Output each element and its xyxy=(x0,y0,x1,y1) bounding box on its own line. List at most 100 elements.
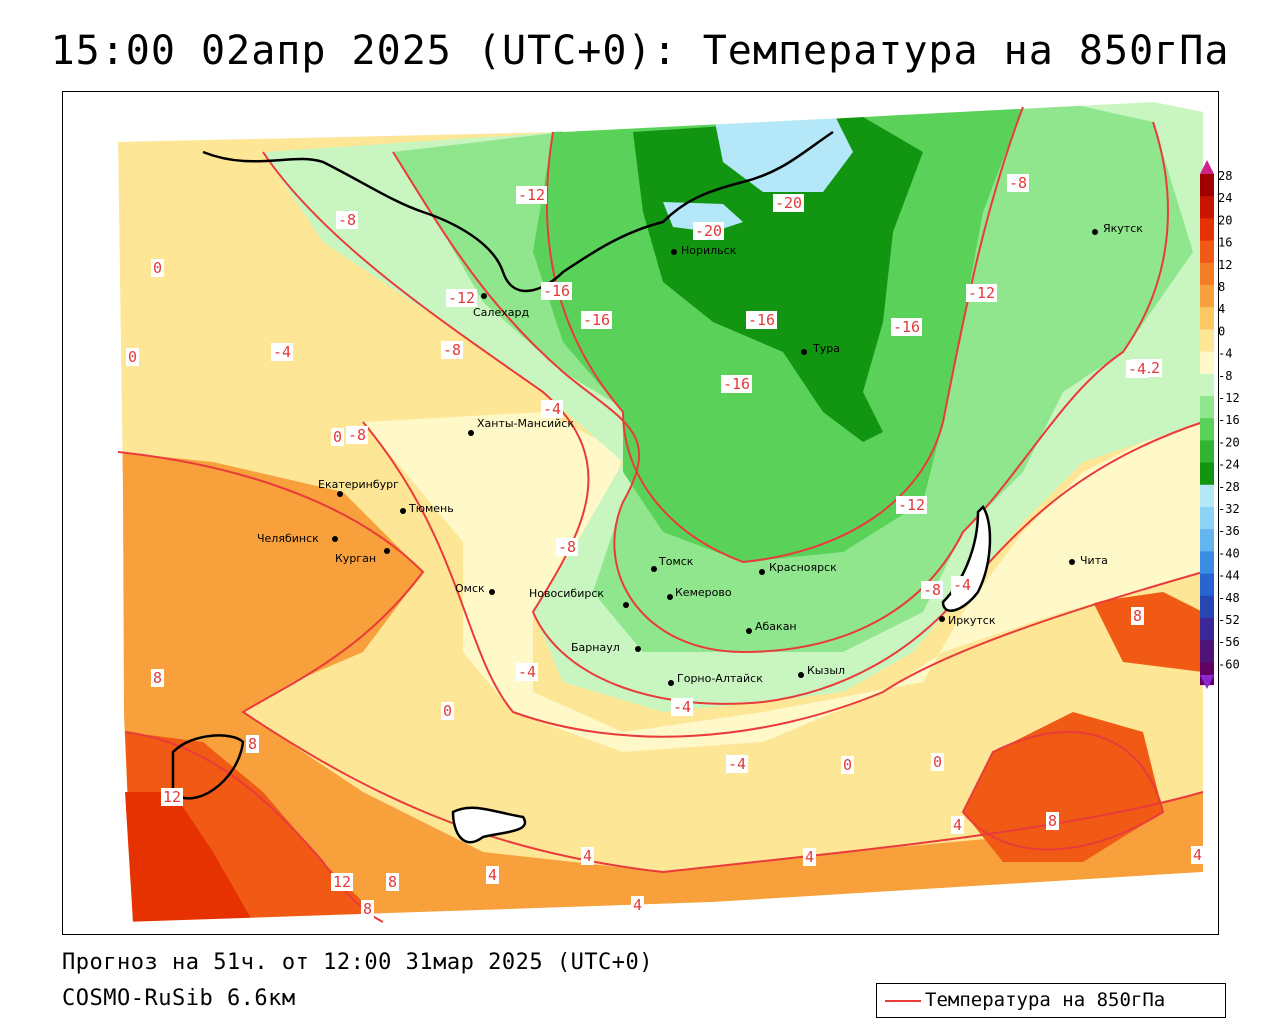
city-khanty[interactable]: Ханты-Мансийск xyxy=(468,417,574,436)
scale-label: 8 xyxy=(1218,280,1225,294)
city-kurgan[interactable]: Курган xyxy=(335,548,390,565)
scale-swatch xyxy=(1200,307,1214,330)
svg-text:-4: -4 xyxy=(518,663,536,681)
zone-plus8-se xyxy=(963,712,1163,862)
city-tura[interactable]: Тура xyxy=(801,342,840,355)
svg-text:-4: -4 xyxy=(273,343,291,361)
svg-text:-4: -4 xyxy=(1128,360,1146,378)
city-krasnoyarsk[interactable]: Красноярск xyxy=(759,561,837,575)
svg-text:Томск: Томск xyxy=(658,555,694,568)
svg-text:-4: -4 xyxy=(953,576,971,594)
svg-text:Кызыл: Кызыл xyxy=(807,664,845,677)
svg-text:8: 8 xyxy=(1133,607,1142,625)
scale-swatch xyxy=(1200,262,1214,286)
svg-text:-8: -8 xyxy=(348,426,366,444)
scale-swatch xyxy=(1200,573,1214,597)
city-kyzyl[interactable]: Кызыл xyxy=(798,664,845,678)
isotherm-label: -8 xyxy=(556,538,578,556)
temperature-map[interactable]: Якутск Норильск Салехард Тура Ханты-Манс… xyxy=(62,91,1219,935)
scale-label: 20 xyxy=(1218,213,1232,227)
isotherm-label: -8 xyxy=(441,341,463,359)
isotherm-label: 4 xyxy=(486,866,499,884)
city-tomsk[interactable]: Томск xyxy=(651,555,694,572)
svg-text:4: 4 xyxy=(633,896,642,914)
svg-text:4: 4 xyxy=(583,847,592,865)
isotherm-label: -12 xyxy=(896,496,927,514)
isotherm-label: 4 xyxy=(1191,846,1204,864)
svg-text:Красноярск: Красноярск xyxy=(769,561,837,574)
outside-domain-left xyxy=(63,92,463,934)
isotherm-label: -20 xyxy=(773,194,804,212)
city-barnaul[interactable]: Барнаул xyxy=(571,641,641,654)
isotherm-label: 0 xyxy=(931,753,944,771)
isotherm-label: 8 xyxy=(386,873,399,891)
svg-text:Абакан: Абакан xyxy=(755,620,797,633)
city-norilsk[interactable]: Норильск xyxy=(671,244,737,257)
svg-text:-20: -20 xyxy=(775,194,802,212)
legend-label: Температура на 850гПа xyxy=(925,989,1166,1011)
scale-label: -40 xyxy=(1218,546,1240,560)
svg-text:0: 0 xyxy=(153,259,162,277)
scale-top-arrow xyxy=(1200,160,1214,174)
isotherm-label: 4 xyxy=(581,847,594,865)
city-gorno[interactable]: Горно-Алтайск xyxy=(668,672,763,686)
isotherm-label: -16 xyxy=(721,375,752,393)
scale-swatch xyxy=(1200,285,1214,308)
svg-text:8: 8 xyxy=(248,735,257,753)
isotherm-label: -12 xyxy=(516,186,547,204)
city-novosibirsk[interactable]: Новосибирск xyxy=(529,587,629,608)
city-irkutsk[interactable]: Иркутск xyxy=(939,614,996,627)
isotherm-label: -16 xyxy=(746,311,777,329)
isotherm-label: 0 xyxy=(441,702,454,720)
city-chita[interactable]: Чита xyxy=(1069,554,1108,567)
city-salekhard[interactable]: Салехард xyxy=(473,293,529,319)
isotherm-label: -12 xyxy=(446,289,477,307)
isotherm-label: -4 xyxy=(516,663,538,681)
svg-text:4: 4 xyxy=(488,866,497,884)
scale-label: -8 xyxy=(1218,369,1232,383)
color-scale: 28 24 20 16 12 8 4 0 -4 -8 -12 -16 -20 -24 -28 -32 -36 -4… xyxy=(1200,160,1240,689)
city-kemerovo[interactable]: Кемерово xyxy=(667,586,732,600)
scale-label: -52 xyxy=(1218,613,1240,627)
arctic-coastline xyxy=(202,130,834,292)
svg-text:0: 0 xyxy=(128,348,137,366)
scale-label: -24 xyxy=(1218,458,1240,472)
forecast-info: Прогноз на 51ч. от 12:00 31мар 2025 (UTC… xyxy=(62,950,654,975)
svg-text:-16: -16 xyxy=(748,311,775,329)
svg-text:4: 4 xyxy=(953,816,962,834)
isotherm-label: -16 xyxy=(541,282,572,300)
scale-swatch xyxy=(1200,462,1214,486)
svg-text:12: 12 xyxy=(163,788,181,806)
city-omsk[interactable]: Омск xyxy=(455,582,495,595)
city-tyumen[interactable]: Тюмень xyxy=(400,502,454,515)
svg-text:Тура: Тура xyxy=(812,342,840,355)
svg-text:Кемерово: Кемерово xyxy=(675,586,732,599)
isotherm-label: -8 xyxy=(921,581,943,599)
legend: Температура на 850гПа xyxy=(876,983,1226,1018)
scale-label: -16 xyxy=(1218,413,1240,427)
svg-text:-12: -12 xyxy=(518,186,545,204)
city-ekb[interactable]: Екатеринбург xyxy=(318,478,399,497)
lake-baikal xyxy=(941,505,992,612)
isotherm-label: -20 xyxy=(693,222,724,240)
scale-swatch xyxy=(1200,329,1214,353)
scale-bottom-arrow xyxy=(1200,675,1214,689)
zone-minus20 xyxy=(633,117,923,442)
city-chelyabinsk[interactable]: Челябинск xyxy=(257,532,338,545)
scale-swatch xyxy=(1200,373,1214,397)
svg-text:8: 8 xyxy=(363,900,372,918)
scale-swatch xyxy=(1200,640,1214,663)
scale-label: -48 xyxy=(1218,591,1240,605)
svg-text:Курган: Курган xyxy=(335,552,376,565)
isotherm-label: -8 xyxy=(1007,174,1029,192)
svg-text:-16: -16 xyxy=(723,375,750,393)
city-abakan[interactable]: Абакан xyxy=(746,620,797,634)
isotherm-label: 4 xyxy=(631,896,644,914)
city-yakutsk[interactable]: Якутск xyxy=(1092,222,1143,235)
scale-label: 4 xyxy=(1218,302,1225,316)
scale-label: 12 xyxy=(1218,258,1232,272)
svg-text:-8: -8 xyxy=(443,341,461,359)
svg-text:-16: -16 xyxy=(893,318,920,336)
svg-text:-8: -8 xyxy=(1009,174,1027,192)
scale-swatch xyxy=(1200,351,1214,375)
